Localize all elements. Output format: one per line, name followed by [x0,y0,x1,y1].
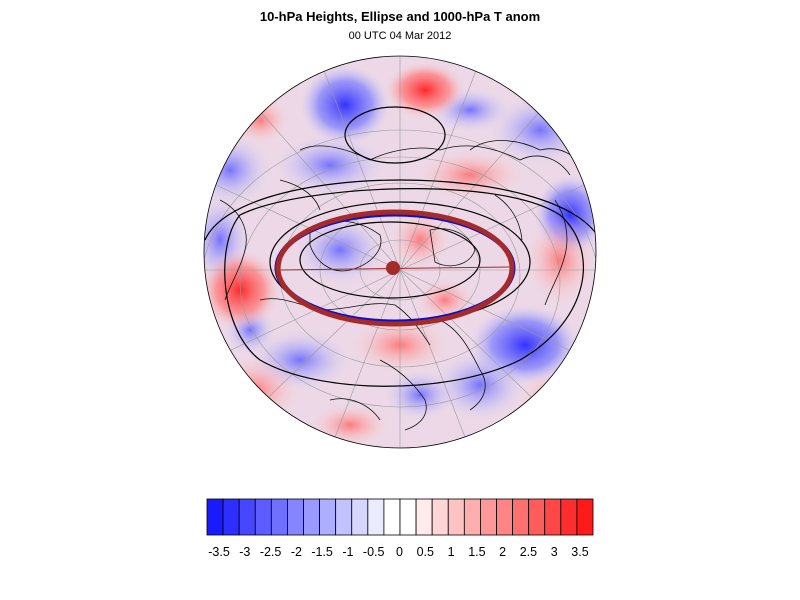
colorbar-tick-label: -2 [290,545,302,559]
colorbar-tick-label: 2 [499,545,507,559]
colorbar-tick-label: 0.5 [416,545,434,559]
colorbar-tick-label: -3.5 [208,545,230,559]
colorbar-tick-label: 3.5 [571,545,589,559]
chart-subtitle: 00 UTC 04 Mar 2012 [348,30,452,42]
coastlines [219,140,586,431]
colorbar-tick-label: -1.5 [311,545,333,559]
colorbar-tick-label: -0.5 [362,545,385,559]
colorbar-tick-label: 1.5 [468,545,486,559]
globe-outline [203,55,597,449]
colorbar-tick-label: -2.5 [259,545,282,559]
colorbar-tick-label: 0 [396,545,403,559]
colorbar-tick-label: -3 [239,545,251,559]
ellipse-centroid [386,261,400,275]
graticule [204,56,596,448]
chart-title: 10-hPa Heights, Ellipse and 1000-hPa T a… [259,9,541,24]
colorbar-tick-label: 1 [447,545,455,559]
fitted-ellipse [275,209,515,327]
colorbar-tick-label: 3 [550,545,558,559]
colorbar-tick-label: 2.5 [519,545,538,559]
temperature-anomaly-field [204,56,596,448]
colorbar-tick-label: -1 [342,545,354,559]
